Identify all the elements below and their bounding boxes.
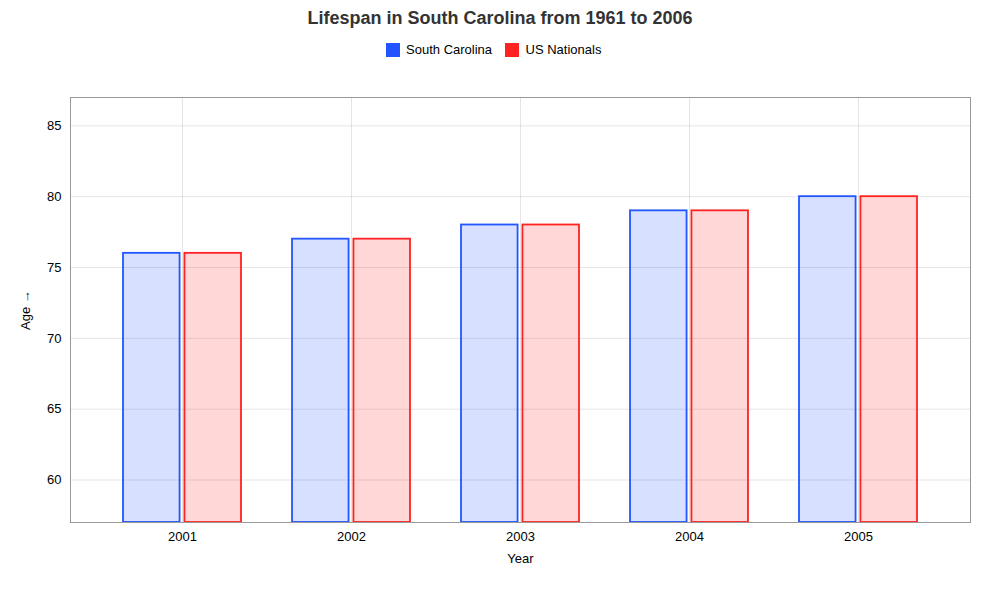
html-text:US Nationals: US Nationals [525,42,602,57]
svg-text:Year: Year [507,550,534,565]
html-text:South Carolina: South Carolina [406,42,493,57]
svg-text:75: 75 [47,259,61,274]
svg-text:2003: 2003 [506,528,535,543]
svg-text:60: 60 [47,472,61,487]
svg-text:70: 70 [47,330,61,345]
svg-text:2002: 2002 [337,528,366,543]
svg-text:80: 80 [47,188,61,203]
svg-text:65: 65 [47,401,61,416]
svg-text:85: 85 [47,117,61,132]
svg-text:2001: 2001 [168,528,197,543]
svg-text:2005: 2005 [844,528,873,543]
html-text:Lifespan in South Carolina fro: Lifespan in South Carolina from 1961 to … [307,8,693,28]
svg-text:2004: 2004 [675,528,704,543]
svg-text:Age →: Age → [18,290,33,330]
